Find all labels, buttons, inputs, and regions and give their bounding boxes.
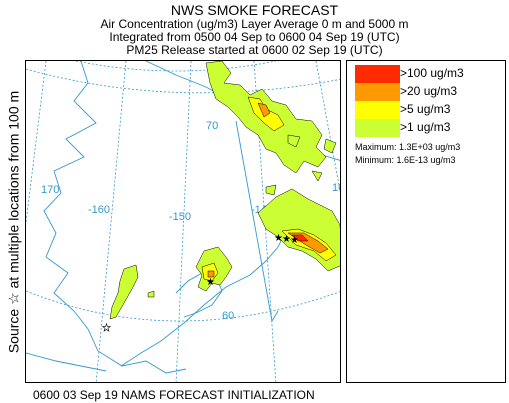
latitude-line-60	[26, 290, 340, 322]
legend-swatch-gt1	[355, 119, 400, 137]
latitude-line-70	[26, 68, 340, 94]
forecast-title: NWS SMOKE FORECAST	[170, 2, 339, 18]
legend-label-gt100: >100 ug/m3	[400, 66, 464, 80]
source-side-label: Source ☆ at multiple locations from 100 …	[5, 90, 22, 354]
plume-southeast-red	[291, 234, 309, 242]
plume-north-speck	[265, 184, 277, 196]
legend-row-gt1: >1 ug/m3	[355, 119, 499, 137]
legend-label-gt1: >1 ug/m3	[400, 120, 451, 134]
lat-label-60: 60	[222, 310, 234, 322]
longitude-line-170	[26, 61, 47, 226]
map-svg: 170 -160 -150 -140 70 60 100	[26, 61, 341, 382]
source-star-1: ★	[274, 233, 283, 244]
legend-minimum: Minimum: 1.6E-13 ug/m3	[355, 155, 456, 165]
lon-label-100: 100	[332, 182, 341, 194]
alaska-south-coast	[120, 220, 297, 367]
forecast-initialization: 0600 03 Sep 19 NAMS FORECAST INITIALIZAT…	[33, 388, 315, 402]
legend-maximum: Maximum: 1.3E+03 ug/m3	[355, 142, 461, 152]
plume-ne-speck-2	[311, 170, 323, 182]
legend-row-gt5: >5 ug/m3	[355, 101, 499, 119]
plume-ne-speck-1	[287, 134, 301, 148]
aleutians	[26, 352, 107, 372]
longitude-line-130	[315, 61, 340, 193]
canada-border	[235, 120, 279, 323]
longitude-line-150	[175, 61, 192, 382]
legend-swatch-gt20	[355, 83, 400, 101]
source-star-4: ★	[206, 277, 215, 288]
source-star-3: ★	[290, 235, 299, 246]
legend-swatch-gt5	[355, 101, 400, 119]
legend-row-gt100: >100 ug/m3	[355, 65, 499, 83]
release-start: PM25 Release started at 0600 02 Sep 19 (…	[126, 43, 383, 57]
plume-northeast-core	[257, 102, 271, 118]
legend-label-gt20: >20 ug/m3	[400, 84, 458, 98]
legend-row-gt20: >20 ug/m3	[355, 83, 499, 101]
source-star-5: ★	[102, 323, 111, 334]
concentration-subtitle: Air Concentration (ug/m3) Layer Average …	[100, 17, 409, 31]
lon-label-170: 170	[41, 184, 59, 196]
plume-west	[109, 264, 139, 320]
lon-label-160: -160	[88, 204, 110, 216]
plume-ne-speck-3	[323, 138, 337, 154]
legend-panel: >100 ug/m3 >20 ug/m3 >5 ug/m3 >1 ug/m3 M…	[346, 60, 506, 383]
source-star-2: ★	[282, 234, 291, 245]
legend-label-gt5: >5 ug/m3	[400, 102, 451, 116]
plume-west-speck	[147, 290, 155, 298]
latitude-line-north	[75, 61, 277, 72]
source-markers: ★ ★ ★ ★ ★	[102, 233, 299, 334]
smoke-plumes	[109, 61, 340, 320]
lat-label-70: 70	[206, 120, 218, 132]
plume-kenai-orange	[207, 270, 215, 278]
legend-swatch-gt100	[355, 65, 400, 83]
lon-label-150: -150	[169, 211, 191, 223]
integration-period: Integrated from 0500 04 Sep to 0600 04 S…	[109, 30, 400, 44]
alaska-west-coast	[43, 61, 187, 374]
longitude-line-160	[95, 61, 127, 382]
smoke-map: 170 -160 -150 -140 70 60 100	[25, 60, 341, 383]
